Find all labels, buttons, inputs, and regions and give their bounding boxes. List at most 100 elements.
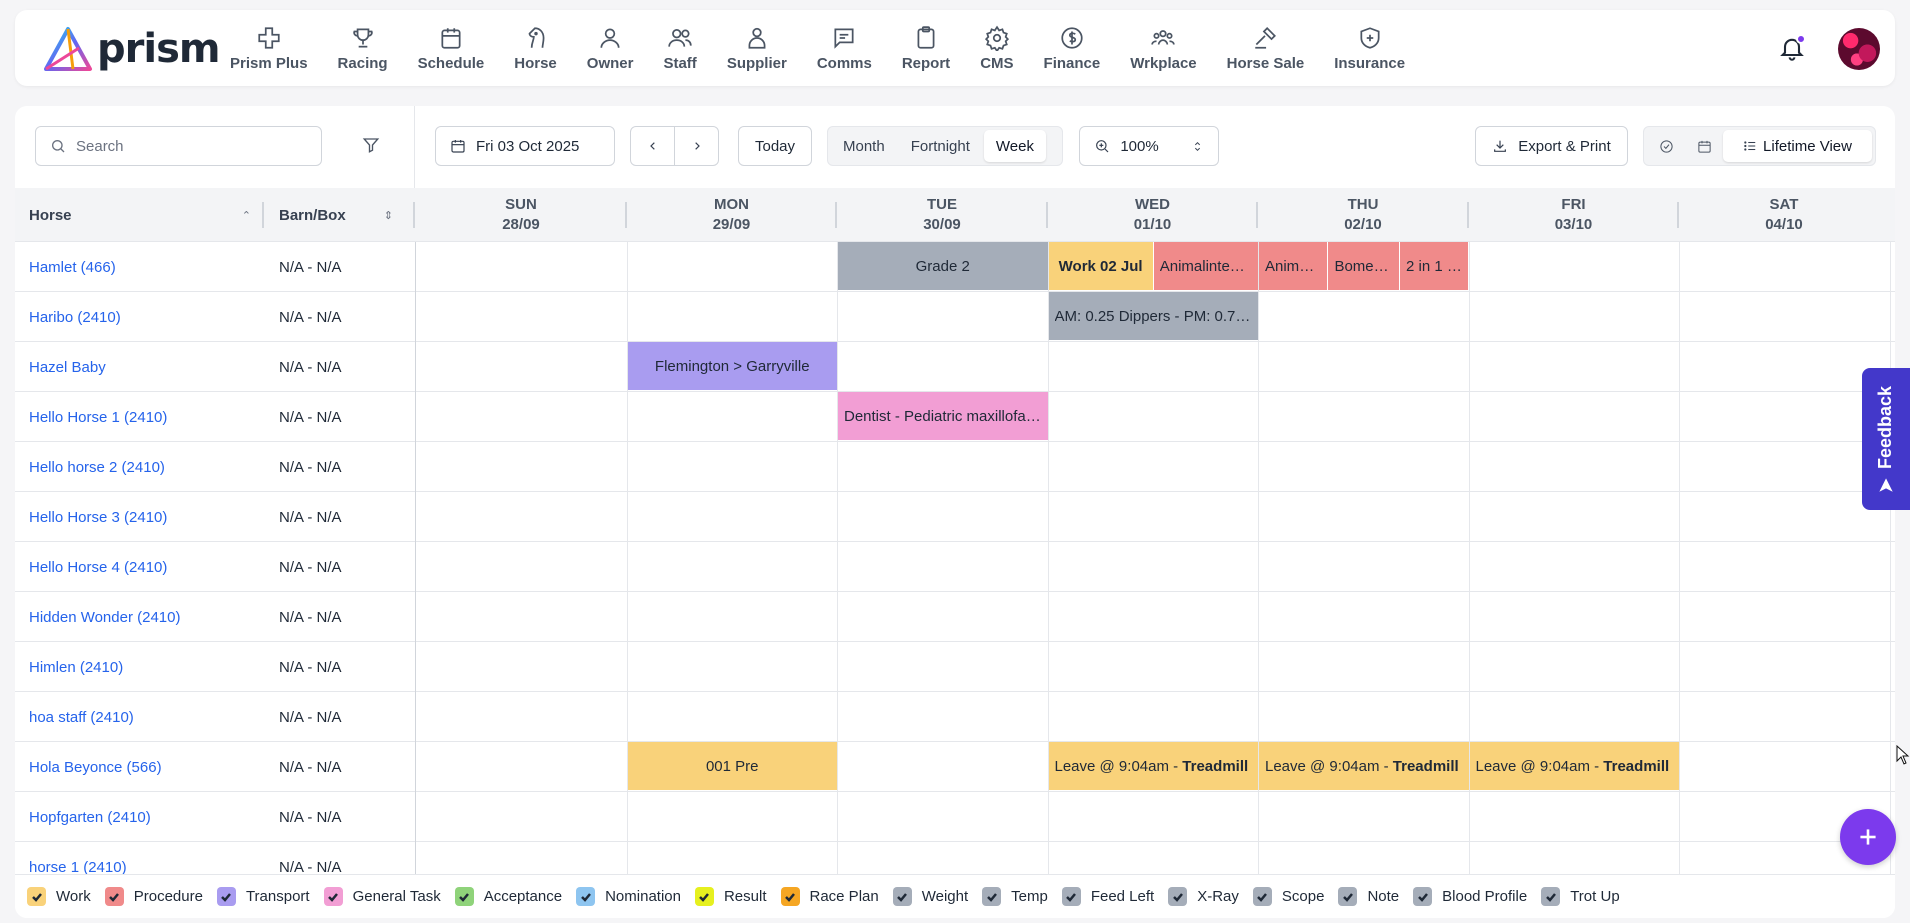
legend-checkbox[interactable] [780,887,800,906]
legend-nomination[interactable]: Nomination [576,887,681,906]
previous-week-button[interactable] [630,126,675,166]
legend-checkbox[interactable] [1413,887,1433,906]
schedule-event[interactable]: Work 02 Jul [1048,242,1153,290]
nav-item-label: Insurance [1334,54,1406,72]
nav-item-insurance[interactable]: Insurance [1319,10,1420,86]
nav-item-finance[interactable]: Finance [1029,10,1116,86]
horse-link[interactable]: Hello Horse 3 (2410) [29,508,168,526]
filter-button[interactable] [362,136,382,156]
legend-trot-up[interactable]: Trot Up [1541,887,1620,906]
horse-link[interactable]: Hamlet (466) [29,258,116,276]
horse-link[interactable]: Himlen (2410) [29,658,124,676]
zoom-select[interactable]: 100% [1079,126,1219,166]
horse-link[interactable]: Hello Horse 4 (2410) [29,558,168,576]
search-box[interactable] [35,126,322,166]
legend-blood-profile[interactable]: Blood Profile [1413,887,1527,906]
table-row: Hopfgarten (2410) N/A - N/A [15,792,1895,842]
schedule-event[interactable]: AM: 0.25 Dippers - PM: 0.75 Dippers [1048,292,1258,340]
barn-box-value: N/A - N/A [279,708,342,726]
legend-temp[interactable]: Temp [982,887,1048,906]
legend-checkbox[interactable] [1252,887,1272,906]
legend-scope[interactable]: Scope [1252,887,1324,906]
calendar-view-toggle[interactable] [1685,130,1723,162]
legend-result[interactable]: Result [694,887,767,906]
horse-link[interactable]: hoa staff (2410) [29,708,134,726]
nav-item-schedule[interactable]: Schedule [403,10,500,86]
legend-feed-left[interactable]: Feed Left [1061,887,1154,906]
notification-bell[interactable] [1778,34,1806,62]
feedback-tab[interactable]: Feedback [1862,368,1910,510]
schedule-event[interactable]: Grade 2 [838,242,1048,290]
search-input[interactable] [76,137,296,155]
legend-checkbox[interactable] [892,887,912,906]
legend-checkbox[interactable] [216,887,236,906]
nav-item-horse[interactable]: Horse [499,10,572,86]
add-event-button[interactable] [1840,809,1896,865]
horse-link[interactable]: Hola Beyonce (566) [29,758,162,776]
schedule-event[interactable]: 2 in 1 Vaccine [1400,242,1469,290]
horse-link[interactable]: Haribo (2410) [29,308,121,326]
legend-transport[interactable]: Transport [216,887,310,906]
view-fortnight-tab[interactable]: Fortnight [910,137,970,155]
nav-item-cms[interactable]: CMS [965,10,1028,86]
legend-procedure[interactable]: Procedure [104,887,203,906]
date-picker-button[interactable]: Fri 03 Oct 2025 [435,126,615,166]
schedule-event[interactable]: Dentist - Pediatric maxillofacial [838,392,1048,440]
horse-link[interactable]: Hello horse 2 (2410) [29,458,165,476]
schedule-event[interactable]: Animalintex [1259,242,1328,290]
schedule-event[interactable]: Animalintex Poultice [1153,242,1258,290]
nav-item-owner[interactable]: Owner [572,10,649,86]
legend-checkbox[interactable] [694,887,714,906]
column-divider [1466,202,1469,228]
horse-link[interactable]: Hazel Baby [29,358,106,376]
legend-checkbox[interactable] [576,887,596,906]
legend-checkbox[interactable] [104,887,124,906]
nav-item-report[interactable]: Report [887,10,965,86]
legend-checkbox[interactable] [27,887,46,906]
timeline-view-toggle[interactable] [1647,130,1685,162]
horse-link[interactable]: Hello Horse 1 (2410) [29,408,168,426]
legend-weight[interactable]: Weight [892,887,968,906]
legend-checkbox[interactable] [1061,887,1081,906]
legend-checkbox[interactable] [1168,887,1188,906]
prism-logo[interactable]: prism [43,24,221,74]
view-month-tab[interactable]: Month [843,137,885,155]
export-print-button[interactable]: Export & Print [1475,126,1628,166]
day-header-wed: WED 01/10 [1048,188,1258,242]
horse-column-header[interactable]: Horse ⌃ [29,188,269,242]
legend-note[interactable]: Note [1338,887,1399,906]
table-row: hoa staff (2410) N/A - N/A [15,692,1895,742]
legend-race-plan[interactable]: Race Plan [780,887,879,906]
next-week-button[interactable] [674,126,719,166]
nav-item-prism-plus[interactable]: Prism Plus [215,10,323,86]
lifetime-view-toggle[interactable]: Lifetime View [1723,130,1872,162]
legend-checkbox[interactable] [1541,887,1561,906]
today-button[interactable]: Today [738,126,812,166]
nav-item-wrkplace[interactable]: Wrkplace [1115,10,1211,86]
nav-item-comms[interactable]: Comms [802,10,887,86]
legend-acceptance[interactable]: Acceptance [454,887,562,906]
barn-column-header[interactable]: Barn/Box ⇕ [279,188,417,242]
legend-general-task[interactable]: General Task [323,887,441,906]
legend-checkbox[interactable] [454,887,474,906]
legend-checkbox[interactable] [323,887,343,906]
schedule-event[interactable]: 001 Pre [627,742,837,790]
legend-checkbox[interactable] [1338,887,1358,906]
nav-item-staff[interactable]: Staff [648,10,711,86]
schedule-event[interactable]: Leave @ 9:04am - Treadmill [1469,742,1679,790]
legend-work[interactable]: Work [27,887,91,906]
horse-link[interactable]: horse 1 (2410) [29,858,127,876]
schedule-event[interactable]: Flemington > Garryville [627,342,837,390]
legend-checkbox[interactable] [982,887,1002,906]
schedule-event[interactable]: Leave @ 9:04am - Treadmill [1048,742,1258,790]
nav-item-horse-sale[interactable]: Horse Sale [1212,10,1320,86]
view-week-tab[interactable]: Week [983,130,1046,162]
horse-link[interactable]: Hidden Wonder (2410) [29,608,181,626]
legend-x-ray[interactable]: X-Ray [1168,887,1239,906]
nav-item-supplier[interactable]: Supplier [712,10,802,86]
user-avatar[interactable] [1838,28,1880,70]
schedule-event[interactable]: Bomer Paste [1328,242,1400,290]
nav-item-racing[interactable]: Racing [323,10,403,86]
horse-link[interactable]: Hopfgarten (2410) [29,808,151,826]
schedule-event[interactable]: Leave @ 9:04am - Treadmill [1259,742,1469,790]
